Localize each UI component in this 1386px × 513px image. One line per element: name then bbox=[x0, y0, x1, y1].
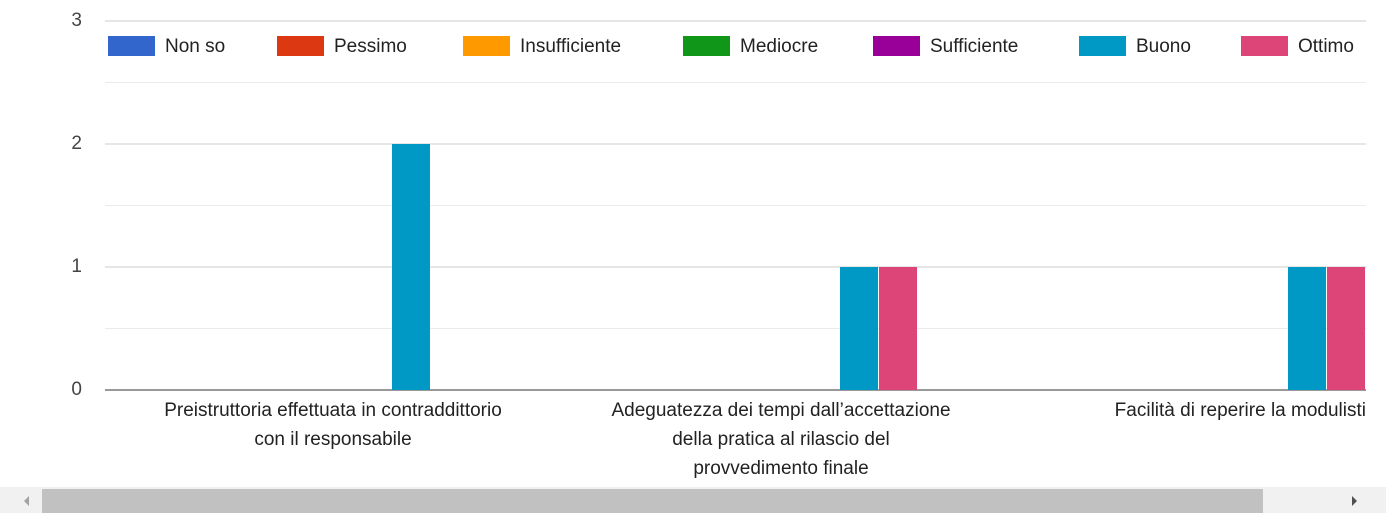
bar bbox=[392, 144, 430, 390]
y-tick-label: 3 bbox=[71, 10, 82, 31]
bar bbox=[1327, 267, 1365, 390]
scroll-thumb[interactable] bbox=[42, 489, 1263, 513]
legend-label: Sufficiente bbox=[930, 36, 1018, 57]
legend-swatch bbox=[873, 36, 920, 56]
legend-label: Mediocre bbox=[740, 36, 818, 57]
y-tick-label: 2 bbox=[71, 133, 82, 154]
x-tick-label: Adeguatezza dei tempi dall’accettazione bbox=[611, 400, 950, 421]
x-tick-label: Facilità di reperire la modulisti bbox=[1115, 400, 1366, 421]
scrollbar[interactable] bbox=[0, 487, 1386, 513]
legend-swatch bbox=[277, 36, 324, 56]
plot-area: 0 1 2 3 Non so Pessimo Insufficiente Mediocre Su… bbox=[71, 10, 1366, 479]
bar bbox=[1288, 267, 1326, 390]
legend-label: Buono bbox=[1136, 36, 1191, 57]
y-tick-label: 1 bbox=[71, 256, 82, 277]
bar bbox=[879, 267, 917, 390]
legend-swatch bbox=[1079, 36, 1126, 56]
legend-swatch bbox=[463, 36, 510, 56]
legend-swatch bbox=[1241, 36, 1288, 56]
legend-label: Pessimo bbox=[334, 36, 407, 57]
bar bbox=[840, 267, 878, 390]
x-tick-label: con il responsabile bbox=[254, 429, 411, 450]
legend-swatch bbox=[683, 36, 730, 56]
legend-swatch bbox=[108, 36, 155, 56]
legend-label: Insufficiente bbox=[520, 36, 621, 57]
x-tick-label: Preistruttoria effettuata in contradditt… bbox=[164, 400, 502, 421]
x-tick-label: provvedimento finale bbox=[693, 458, 868, 479]
legend-label: Ottimo bbox=[1298, 36, 1354, 57]
scroll-right[interactable] bbox=[1352, 496, 1357, 506]
legend-label: Non so bbox=[165, 36, 225, 57]
scroll-left[interactable] bbox=[24, 496, 29, 506]
y-tick-label: 0 bbox=[71, 379, 82, 400]
x-tick-label: della pratica al rilascio del bbox=[672, 429, 890, 450]
